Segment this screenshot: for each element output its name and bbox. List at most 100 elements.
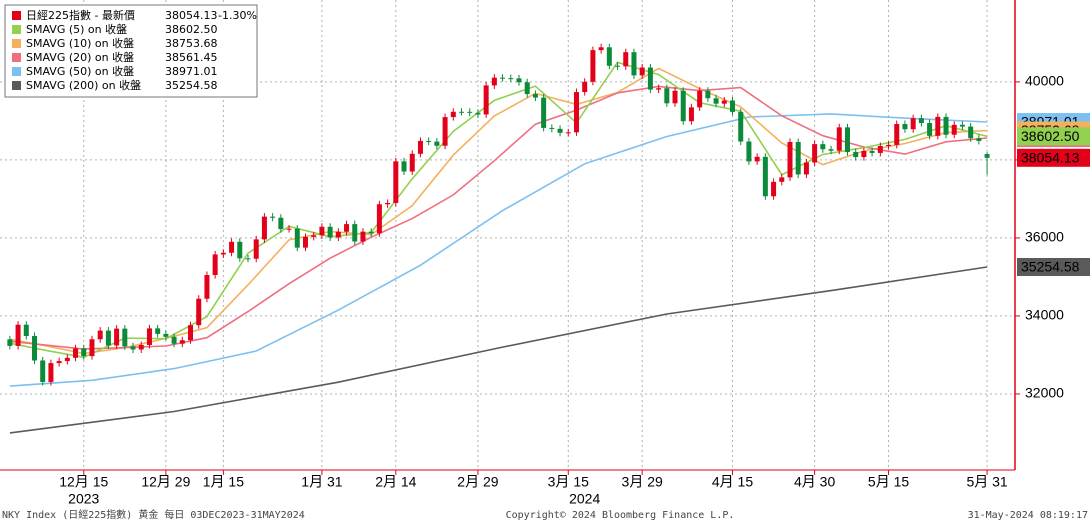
year-label: 2024 — [569, 491, 600, 507]
candle-body — [869, 150, 875, 153]
candle-body — [664, 88, 670, 104]
x-tick-label: 2月 29 — [457, 474, 498, 490]
legend-label: SMAVG (5) on 收盤 — [26, 22, 127, 36]
candle-body — [516, 78, 522, 83]
x-tick-label: 4月 30 — [794, 474, 835, 490]
candle-body — [631, 52, 637, 76]
candle-body — [573, 92, 579, 133]
candle-body — [984, 154, 990, 158]
candle-body — [171, 336, 177, 344]
candle-body — [114, 328, 120, 346]
legend-label: SMAVG (20) on 收盤 — [26, 50, 134, 64]
candle-body — [615, 65, 621, 67]
candle-body — [261, 216, 267, 240]
legend-swatch — [12, 53, 21, 62]
candle-body — [48, 363, 54, 382]
x-tick-label: 12月 15 — [59, 474, 108, 490]
candle-body — [812, 144, 818, 163]
candle-body — [475, 112, 481, 115]
candle-body — [754, 156, 760, 162]
candle-body — [15, 324, 21, 346]
legend-value: 38971.01 — [165, 65, 218, 78]
candle-body — [590, 50, 596, 82]
candle-body — [680, 90, 686, 122]
legend-swatch — [12, 39, 21, 48]
candle-body — [606, 47, 612, 66]
candle-body — [730, 100, 736, 112]
candle-body — [179, 340, 185, 344]
candle-body — [598, 47, 604, 51]
candle-body — [779, 177, 785, 182]
candle-body — [286, 228, 292, 230]
x-tick-label: 1月 31 — [301, 474, 342, 490]
legend-swatch — [12, 67, 21, 76]
candle-body — [393, 161, 399, 203]
candle-body — [762, 156, 768, 197]
legend-label: SMAVG (200) on 收盤 — [26, 78, 141, 92]
candle-body — [163, 333, 169, 337]
candle-body — [122, 328, 128, 347]
x-tick-label: 3月 15 — [548, 474, 589, 490]
candle-body — [565, 132, 571, 134]
candle-body — [434, 141, 440, 146]
candle-body — [459, 111, 465, 113]
candle-body — [787, 141, 793, 178]
candle-body — [417, 140, 423, 154]
candle-body — [270, 216, 276, 218]
candle-body — [56, 361, 62, 364]
candle-body — [23, 324, 29, 336]
candle-body — [220, 252, 226, 255]
x-tick-label: 1月 15 — [203, 474, 244, 490]
candle-body — [746, 141, 752, 162]
legend-value: 38602.50 — [165, 23, 218, 36]
candle-body — [877, 146, 883, 153]
candle-body — [524, 82, 530, 95]
candle-body — [237, 241, 243, 259]
footer-right: 31-May-2024 08:19:17 — [968, 510, 1088, 521]
candle-body — [647, 67, 653, 90]
series-tag-label: 38602.50 — [1021, 128, 1080, 144]
candle-body — [196, 298, 202, 326]
candle-body — [40, 360, 46, 382]
candle-body — [368, 231, 374, 234]
candle-body — [327, 226, 333, 238]
candle-body — [385, 202, 391, 205]
candle-body — [376, 204, 382, 234]
candle-body — [976, 138, 982, 141]
candle-body — [426, 140, 432, 142]
candle-body — [853, 152, 859, 158]
legend-swatch — [12, 81, 21, 90]
candle-body — [656, 88, 662, 90]
candle-body — [918, 118, 924, 124]
candle-body — [582, 81, 588, 93]
candle-body — [31, 335, 37, 361]
candle-body — [820, 144, 826, 150]
y-tick-label: 40000 — [1025, 73, 1064, 89]
price-tag-label: 38054.13 — [1021, 150, 1080, 166]
legend-label: SMAVG (50) on 收盤 — [26, 64, 134, 78]
candle-body — [771, 181, 777, 197]
footer-left: NKY Index (日經225指數) 黄金 每日 03DEC2023-31MA… — [2, 508, 305, 521]
candle-body — [483, 85, 489, 115]
legend-label: SMAVG (10) on 收盤 — [26, 36, 134, 50]
candle-body — [81, 348, 87, 357]
candle-body — [861, 150, 867, 158]
candle-body — [795, 141, 801, 175]
candle-body — [959, 124, 965, 127]
candle-body — [951, 124, 957, 135]
candle-body — [89, 339, 95, 357]
legend-label: 日經225指數 - 最新價 — [26, 8, 135, 22]
candle-body — [253, 239, 259, 259]
candle-body — [557, 128, 563, 133]
candle-body — [721, 100, 727, 104]
candle-body — [491, 77, 497, 86]
x-tick-label: 5月 15 — [868, 474, 909, 490]
candle-body — [500, 77, 506, 79]
candle-body — [828, 149, 834, 151]
y-tick-label: 32000 — [1025, 385, 1064, 401]
candle-body — [344, 224, 350, 232]
candle-body — [894, 124, 900, 145]
candle-body — [73, 348, 79, 358]
candles — [7, 43, 990, 386]
candle-body — [204, 275, 210, 299]
